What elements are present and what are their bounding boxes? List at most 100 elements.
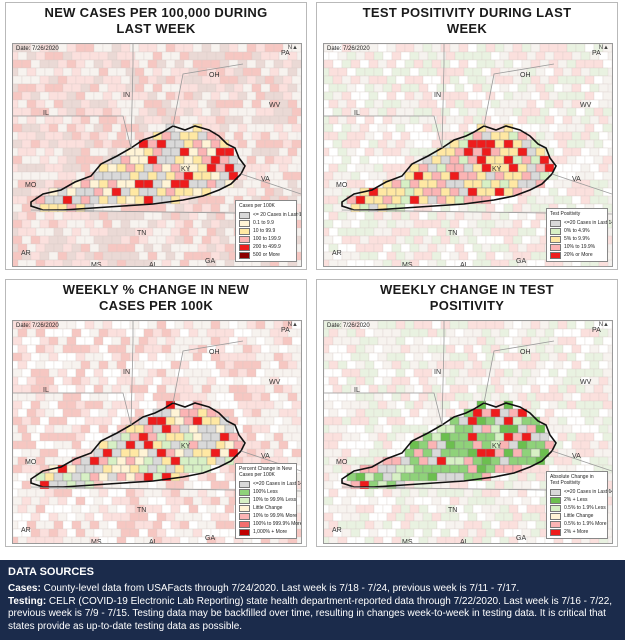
county — [264, 400, 275, 410]
county — [179, 67, 190, 77]
ky-county — [400, 456, 411, 466]
county — [566, 416, 577, 426]
county — [251, 440, 262, 450]
county — [566, 336, 577, 346]
county — [273, 139, 284, 149]
county — [359, 512, 370, 522]
county — [400, 211, 411, 221]
ky-county — [156, 464, 167, 474]
county — [598, 115, 609, 125]
county — [386, 512, 397, 522]
county — [273, 448, 284, 458]
county — [62, 243, 73, 253]
county — [386, 139, 397, 149]
county — [255, 59, 266, 69]
county — [499, 115, 510, 125]
county — [26, 376, 37, 386]
county — [499, 360, 510, 370]
county — [571, 360, 582, 370]
county — [53, 456, 64, 466]
county — [183, 107, 194, 117]
state-label-va: VA — [261, 453, 270, 460]
county — [458, 368, 469, 378]
county — [575, 107, 586, 117]
county — [530, 480, 541, 490]
ky-county — [197, 131, 208, 141]
county — [152, 504, 163, 514]
county — [341, 123, 352, 133]
county — [291, 416, 301, 426]
county — [107, 83, 118, 93]
county — [476, 235, 487, 245]
county — [75, 251, 86, 261]
county — [512, 480, 523, 490]
ky-county — [395, 187, 406, 197]
county — [386, 336, 397, 346]
county — [324, 139, 334, 149]
county — [553, 179, 564, 189]
county — [598, 131, 609, 141]
county — [490, 243, 501, 253]
county — [102, 219, 113, 229]
county — [553, 392, 564, 402]
county — [436, 51, 447, 61]
county — [201, 235, 212, 245]
county — [517, 328, 528, 338]
county — [584, 448, 595, 458]
county — [593, 123, 604, 133]
county — [359, 528, 370, 538]
county — [324, 203, 334, 213]
county — [201, 59, 212, 69]
county — [544, 195, 555, 205]
county — [111, 400, 122, 410]
panel-title-line1: WEEKLY CHANGE IN TEST — [380, 282, 554, 297]
ky-county — [165, 448, 176, 458]
county — [481, 243, 492, 253]
ky-county — [197, 424, 208, 434]
county — [436, 243, 447, 253]
county — [602, 187, 612, 197]
county — [350, 400, 361, 410]
county — [404, 59, 415, 69]
county — [395, 512, 406, 522]
ky-county — [449, 448, 460, 458]
county — [539, 336, 550, 346]
county — [467, 480, 478, 490]
state-label-al: AL — [149, 262, 158, 267]
county — [359, 448, 370, 458]
county — [359, 496, 370, 506]
ky-county — [125, 179, 136, 189]
county — [228, 384, 239, 394]
county — [251, 344, 262, 354]
ky-county — [219, 171, 230, 181]
county — [71, 520, 82, 530]
county — [197, 488, 208, 498]
county — [521, 91, 532, 101]
county — [324, 336, 334, 346]
ky-county — [481, 147, 492, 157]
county — [418, 536, 429, 543]
county — [386, 44, 397, 53]
county — [125, 328, 136, 338]
county — [332, 171, 343, 181]
county — [602, 139, 612, 149]
ky-county — [463, 147, 474, 157]
county — [562, 163, 573, 173]
county — [413, 512, 424, 522]
state-label-ms: MS — [91, 262, 102, 267]
county — [530, 384, 541, 394]
county — [355, 83, 366, 93]
county — [13, 432, 23, 442]
ky-county — [418, 179, 429, 189]
county — [386, 75, 397, 85]
county — [404, 75, 415, 85]
county — [138, 44, 149, 53]
county — [368, 400, 379, 410]
county — [233, 131, 244, 141]
county — [517, 243, 528, 253]
county — [481, 488, 492, 498]
county — [467, 336, 478, 346]
county — [75, 321, 86, 330]
county — [156, 321, 167, 330]
county — [476, 75, 487, 85]
